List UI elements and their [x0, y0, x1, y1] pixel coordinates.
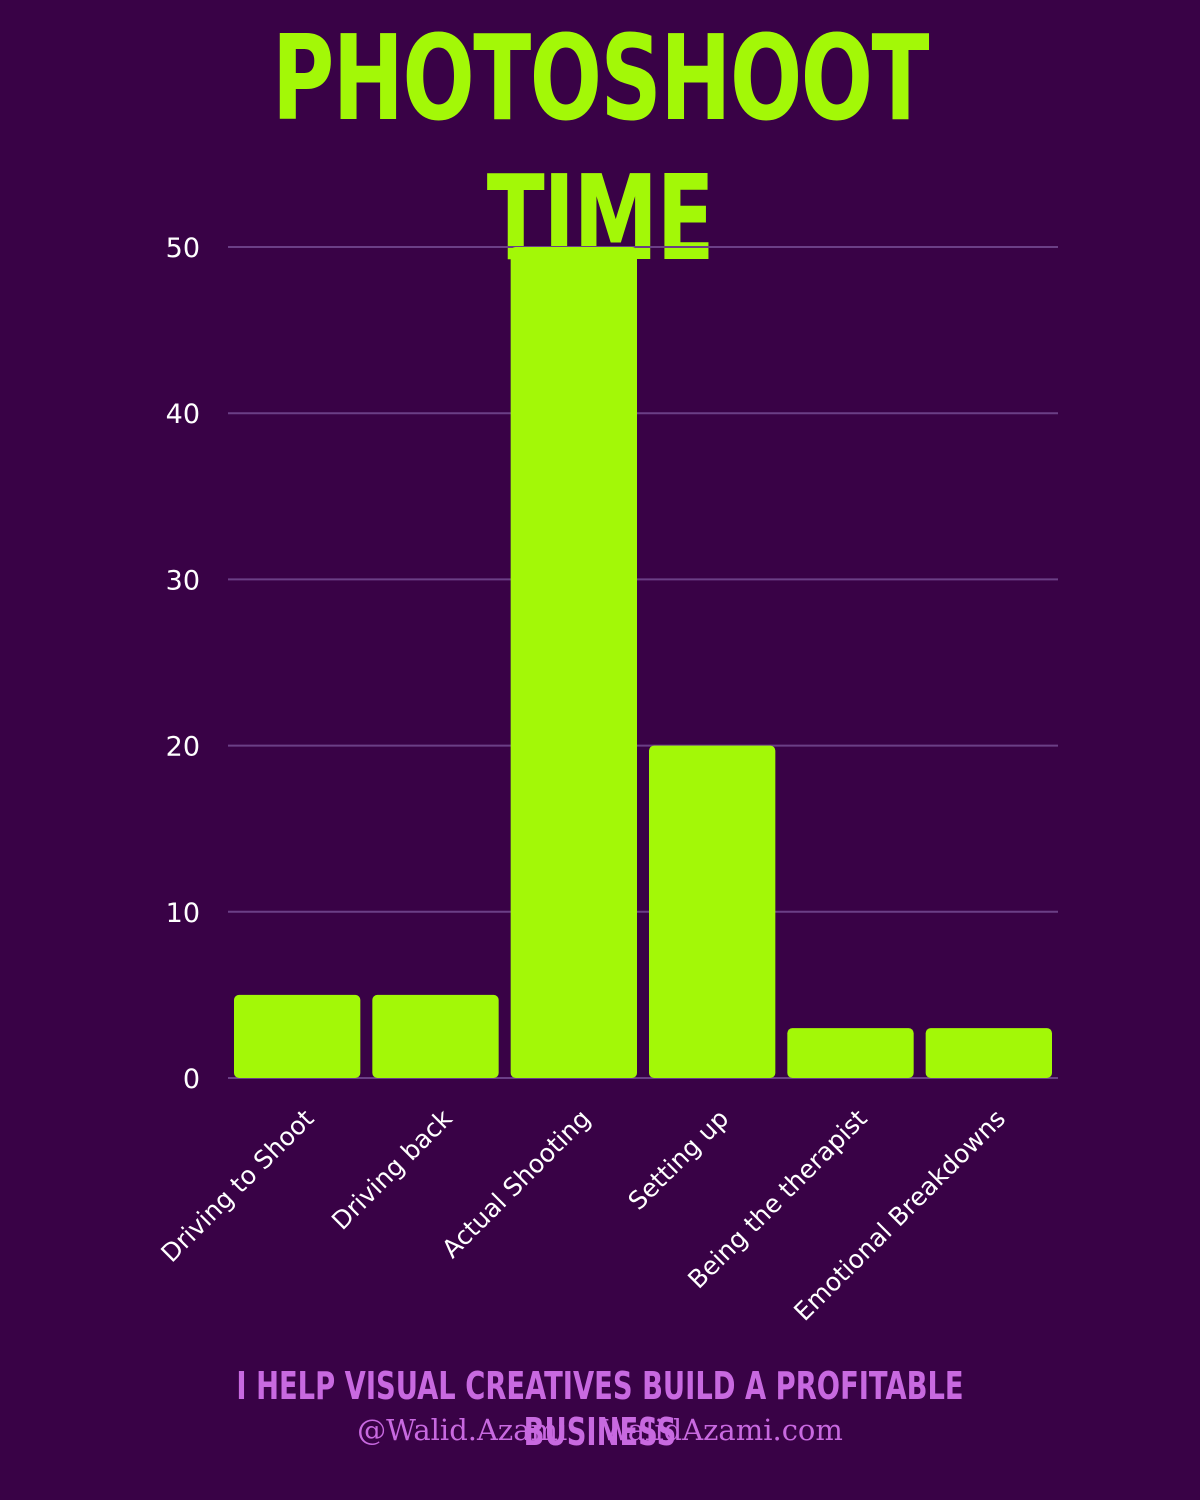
footer-handles: @Walid.Azami WalidAzami.com	[0, 1410, 1200, 1450]
website-link: WalidAzami.com	[600, 1413, 843, 1447]
social-handle: @Walid.Azami	[357, 1413, 568, 1447]
chart-title: PHOTOSHOOT TIME	[271, 9, 930, 287]
bar	[787, 1028, 914, 1078]
x-tick-label: Actual Shooting	[436, 1104, 596, 1264]
y-tick-label: 50	[166, 233, 200, 264]
bar	[372, 994, 499, 1078]
footer-tagline: I HELP VISUAL CREATIVES BUILD A PROFITAB…	[236, 1364, 964, 1454]
x-tick-label: Driving to Shoot	[155, 1104, 319, 1268]
bar	[649, 745, 776, 1078]
x-tick-label: Setting up	[623, 1104, 735, 1216]
y-tick-label: 10	[166, 898, 200, 929]
y-tick-label: 0	[183, 1064, 200, 1095]
bar	[234, 994, 361, 1078]
bars	[234, 247, 1052, 1078]
gridlines	[228, 246, 1058, 1079]
y-tick-label: 20	[166, 732, 200, 763]
bar	[510, 247, 637, 1078]
bar	[925, 1028, 1052, 1078]
x-tick-label: Driving back	[326, 1103, 458, 1235]
y-tick-label: 30	[166, 565, 200, 596]
y-tick-label: 40	[166, 399, 200, 430]
y-axis-ticks: 0 10 20 30 40 50	[166, 233, 200, 1095]
